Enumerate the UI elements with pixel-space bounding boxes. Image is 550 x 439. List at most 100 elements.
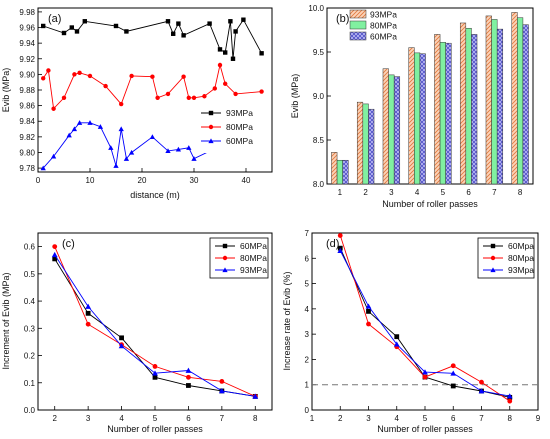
- panel-b-y-axis-label: Evib (MPa): [290, 74, 300, 119]
- a-data-point: [74, 29, 80, 34]
- a-y-tick-label: 9.84: [19, 117, 35, 126]
- b-bar: [445, 42, 452, 185]
- b-bar: [382, 68, 389, 185]
- d-x-tick-label: 9: [536, 414, 541, 423]
- panel-a-y-axis-label: Evib (MPa): [1, 68, 11, 113]
- a-data-point: [175, 146, 182, 152]
- c-legend-entry: 93MPa: [240, 265, 267, 275]
- a-data-point: [165, 91, 171, 97]
- a-x-tick-label: 30: [190, 176, 199, 185]
- a-series-line-1: [42, 64, 262, 110]
- c-x-tick-label: 8: [253, 414, 258, 423]
- a-data-point: [228, 19, 233, 24]
- c-data-point: [85, 321, 91, 327]
- b-bar: [342, 159, 349, 185]
- a-data-point: [61, 95, 67, 101]
- b-x-tick-label: 4: [415, 188, 420, 197]
- b-y-tick-label: 8.5: [313, 136, 325, 145]
- c-y-tick-label: 0.2: [24, 352, 36, 361]
- a-data-point: [223, 50, 228, 55]
- a-data-point: [119, 101, 124, 107]
- d-data-point: [450, 363, 456, 369]
- a-data-point: [129, 73, 134, 79]
- b-x-tick-label: 5: [441, 188, 446, 197]
- a-data-point: [181, 74, 186, 79]
- a-data-point: [87, 73, 93, 79]
- d-x-tick-label: 7: [479, 414, 484, 423]
- a-data-point: [165, 19, 171, 24]
- a-data-point: [186, 145, 192, 150]
- d-y-tick-label: 2: [305, 355, 310, 364]
- a-data-point: [171, 31, 176, 36]
- a-data-point: [69, 25, 74, 30]
- c-y-tick-label: 0.5: [24, 270, 36, 279]
- a-data-point: [149, 134, 156, 139]
- a-data-point: [233, 29, 238, 34]
- d-legend-entry: 80Mpa: [508, 253, 534, 263]
- d-data-point: [366, 321, 371, 327]
- d-data-point: [507, 398, 513, 404]
- d-legend-marker: [490, 243, 496, 249]
- a-legend-marker: [208, 110, 214, 116]
- c-legend-box: [209, 237, 269, 279]
- a-data-point: [259, 51, 264, 56]
- b-y-tick-label: 9.5: [313, 48, 325, 57]
- d-data-point: [422, 374, 428, 380]
- c-data-point: [119, 335, 124, 341]
- a-y-tick-label: 9.96: [19, 24, 35, 33]
- b-bar: [336, 159, 343, 185]
- panel-c-legend: 60MPa 80MPa 93MPa: [209, 237, 269, 279]
- a-data-point: [41, 76, 46, 81]
- c-x-tick-label: 5: [153, 414, 158, 423]
- a-y-tick-label: 9.92: [19, 55, 35, 64]
- panel-d-y-axis-label: Increase rate of Evib (%): [282, 271, 292, 370]
- a-data-point: [87, 120, 93, 125]
- c-data-point: [52, 256, 58, 262]
- d-y-tick-label: 6: [305, 254, 310, 263]
- a-legend-marker: [208, 124, 214, 130]
- a-y-tick-label: 9.80: [19, 148, 35, 157]
- c-legend-marker: [222, 267, 228, 273]
- a-y-tick-label: 9.94: [19, 39, 35, 48]
- c-data-point: [219, 379, 225, 384]
- a-x-tick-label: 10: [86, 176, 95, 185]
- a-legend-marker: [208, 138, 214, 144]
- b-legend-entry: 93MPa: [370, 10, 397, 20]
- d-x-tick-label: 8: [508, 414, 513, 423]
- panel-c-x-axis-label: Number of roller passes: [107, 424, 203, 434]
- b-bar: [419, 53, 426, 185]
- d-y-tick-label: 5: [305, 280, 310, 289]
- b-x-tick-label: 3: [389, 188, 394, 197]
- d-x-tick-label: 3: [366, 414, 371, 423]
- a-data-point: [66, 132, 72, 138]
- d-data-point: [422, 369, 428, 375]
- a-data-point: [202, 94, 207, 99]
- b-legend-swatch: [349, 20, 367, 30]
- b-bar: [522, 24, 529, 185]
- d-data-point: [394, 334, 400, 340]
- a-x-tick-label: 20: [138, 176, 147, 185]
- d-data-point: [450, 370, 457, 376]
- a-legend-entry: 93MPa: [226, 108, 253, 118]
- b-x-tick-label: 1: [338, 188, 343, 197]
- a-data-point: [72, 72, 77, 77]
- b-bar: [356, 101, 364, 185]
- a-data-point: [191, 95, 197, 101]
- panel-a-label: (a): [48, 13, 61, 25]
- a-y-tick-label: 9.78: [19, 164, 35, 173]
- c-data-point: [85, 310, 91, 316]
- b-bar: [408, 47, 415, 185]
- c-y-tick-label: 0.0: [24, 406, 36, 415]
- d-legend-entry: 60Mpa: [508, 241, 534, 251]
- a-data-point: [241, 17, 246, 22]
- a-y-tick-label: 9.90: [19, 70, 35, 79]
- a-data-point: [191, 156, 197, 161]
- c-data-point: [152, 364, 158, 369]
- a-data-point: [181, 33, 186, 38]
- a-data-point: [176, 21, 181, 26]
- a-data-point: [76, 120, 83, 125]
- b-bar: [511, 12, 518, 185]
- c-data-point: [152, 374, 158, 380]
